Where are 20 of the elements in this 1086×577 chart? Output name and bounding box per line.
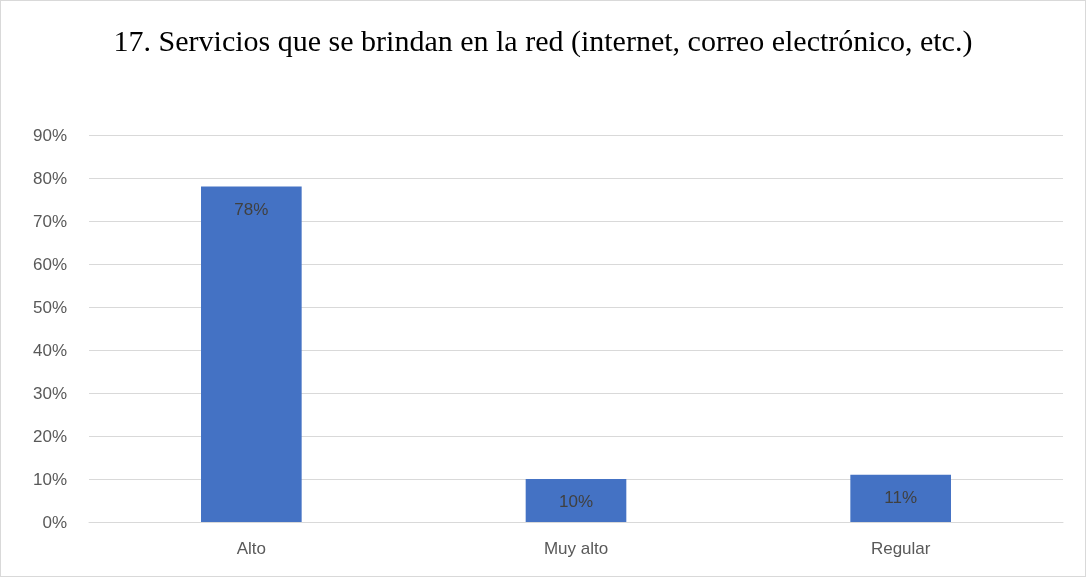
bar (201, 186, 302, 522)
data-label: 11% (884, 487, 918, 507)
data-label: 78% (234, 199, 269, 219)
bar (525, 479, 627, 522)
data-label: 10% (558, 492, 594, 511)
y-tick-label: 60% (32, 254, 67, 274)
y-tick-label: 70% (32, 211, 67, 231)
y-tick-label: 20% (32, 426, 67, 446)
x-tick-label: Regular (870, 539, 931, 558)
x-tick-label: Alto (236, 539, 266, 558)
y-tick-label: 30% (32, 383, 67, 403)
y-tick-label: 0% (42, 512, 67, 532)
chart-title: 17. Servicios que se brindan en la red (internet, correo electrónico, etc.) (113, 23, 973, 58)
y-tick-label: 10% (32, 469, 67, 489)
bar (850, 474, 951, 522)
y-tick-label: 40% (32, 340, 67, 360)
x-tick-label: Muy alto (543, 539, 609, 558)
y-tick-label: 90% (32, 125, 67, 145)
y-tick-label: 80% (32, 168, 67, 188)
y-tick-label: 50% (32, 297, 67, 317)
